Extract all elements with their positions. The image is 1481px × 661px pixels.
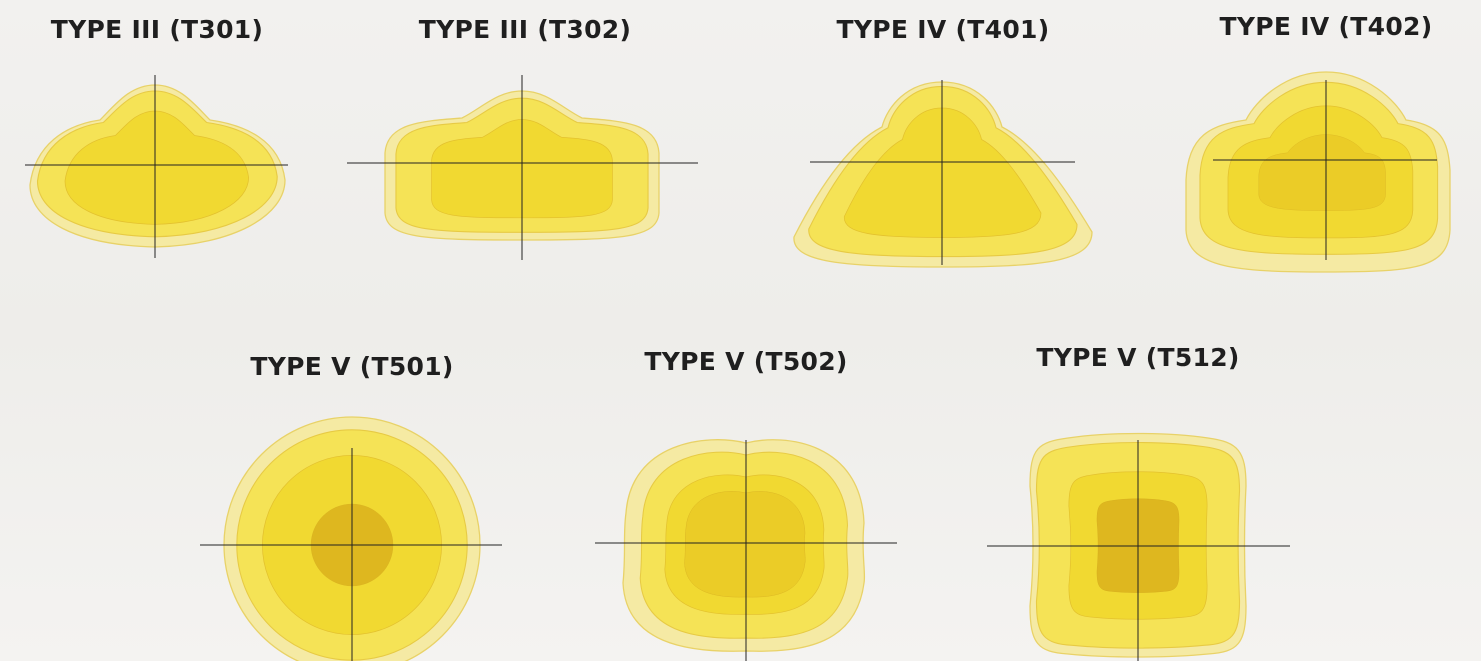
diagram-title: TYPE III (T302) (419, 15, 631, 44)
diagram-title: TYPE IV (T401) (837, 15, 1050, 44)
diagram-title: TYPE V (T501) (250, 352, 453, 381)
diagram-title: TYPE V (T502) (644, 347, 847, 376)
crosshairs (25, 75, 1437, 661)
diagram-title: TYPE III (T301) (51, 15, 263, 44)
diagram-title: TYPE IV (T402) (1220, 12, 1433, 41)
pattern-t502 (622, 439, 866, 652)
diagram-title: TYPE V (T512) (1036, 343, 1239, 372)
